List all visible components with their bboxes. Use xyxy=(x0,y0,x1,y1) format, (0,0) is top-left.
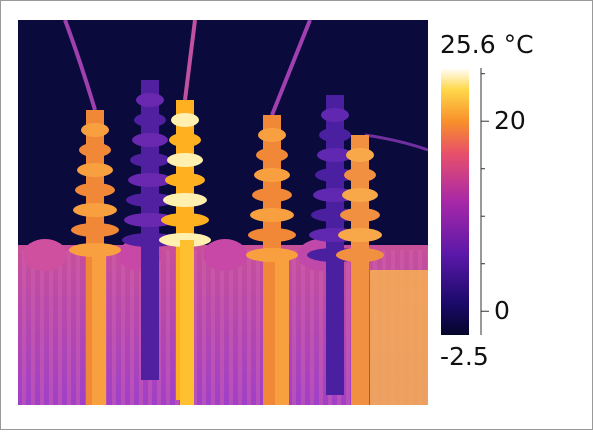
insulator-shed xyxy=(71,223,119,237)
insulator-shed xyxy=(126,193,174,207)
insulator-shed xyxy=(81,123,109,137)
insulator-shed xyxy=(336,248,384,262)
hot-column xyxy=(275,250,289,405)
insulator-shed xyxy=(344,168,376,182)
colorbar-tick-label: 20 xyxy=(494,106,526,135)
hot-panel xyxy=(370,270,428,405)
insulator-shed xyxy=(254,168,290,182)
insulator-shed xyxy=(258,128,286,142)
hot-column xyxy=(92,250,106,405)
insulator-shed xyxy=(161,213,209,227)
colorbar-min-label: -2.5 xyxy=(440,342,489,371)
insulator-shed xyxy=(132,133,168,147)
hot-column xyxy=(180,240,194,405)
insulator-shed xyxy=(248,228,296,242)
insulator-shed xyxy=(321,108,349,122)
fin xyxy=(319,250,323,405)
tank-top xyxy=(203,239,247,271)
fin xyxy=(238,250,242,405)
fin xyxy=(220,250,224,405)
insulator-shed xyxy=(342,188,378,202)
fin xyxy=(346,250,350,405)
insulator-shed xyxy=(246,248,298,262)
insulator-shed xyxy=(171,113,199,127)
fin xyxy=(58,250,62,405)
insulator-shed xyxy=(163,193,207,207)
insulator-shed xyxy=(128,173,172,187)
fin xyxy=(121,250,125,405)
fin xyxy=(193,250,197,405)
fin xyxy=(130,250,134,405)
bushing-core xyxy=(351,135,369,405)
tank-top xyxy=(23,239,67,271)
insulator-shed xyxy=(165,173,205,187)
insulator-shed xyxy=(256,148,288,162)
fin xyxy=(256,250,260,405)
fin xyxy=(112,250,116,405)
insulator-shed xyxy=(250,208,294,222)
fin xyxy=(211,250,215,405)
insulator-shed xyxy=(346,148,374,162)
insulator-shed xyxy=(167,153,203,167)
insulator-shed xyxy=(169,133,201,147)
fin xyxy=(166,250,170,405)
fin xyxy=(40,250,44,405)
insulator-shed xyxy=(136,93,164,107)
fin xyxy=(301,250,305,405)
insulator-shed xyxy=(317,148,353,162)
insulator-shed xyxy=(79,143,111,157)
colorbar xyxy=(441,68,469,335)
fin xyxy=(49,250,53,405)
fin xyxy=(76,250,80,405)
insulator-shed xyxy=(134,113,166,127)
colorbar-max-label: 25.6 °C xyxy=(440,30,534,59)
fin xyxy=(310,250,314,405)
insulator-shed xyxy=(319,128,351,142)
fin xyxy=(247,250,251,405)
insulator-shed xyxy=(73,203,117,217)
insulator-shed xyxy=(75,183,115,197)
fin xyxy=(292,250,296,405)
fin xyxy=(229,250,233,405)
insulator-shed xyxy=(130,153,170,167)
fin xyxy=(67,250,71,405)
fin xyxy=(202,250,206,405)
insulator-shed xyxy=(252,188,292,202)
insulator-shed xyxy=(77,163,113,177)
thermal-image xyxy=(18,20,428,405)
insulator-shed xyxy=(124,213,176,227)
insulator-shed xyxy=(338,228,382,242)
colorbar-tick-label: 0 xyxy=(494,296,510,325)
insulator-shed xyxy=(340,208,380,222)
fin xyxy=(22,250,26,405)
insulator-shed xyxy=(315,168,355,182)
fin xyxy=(31,250,35,405)
